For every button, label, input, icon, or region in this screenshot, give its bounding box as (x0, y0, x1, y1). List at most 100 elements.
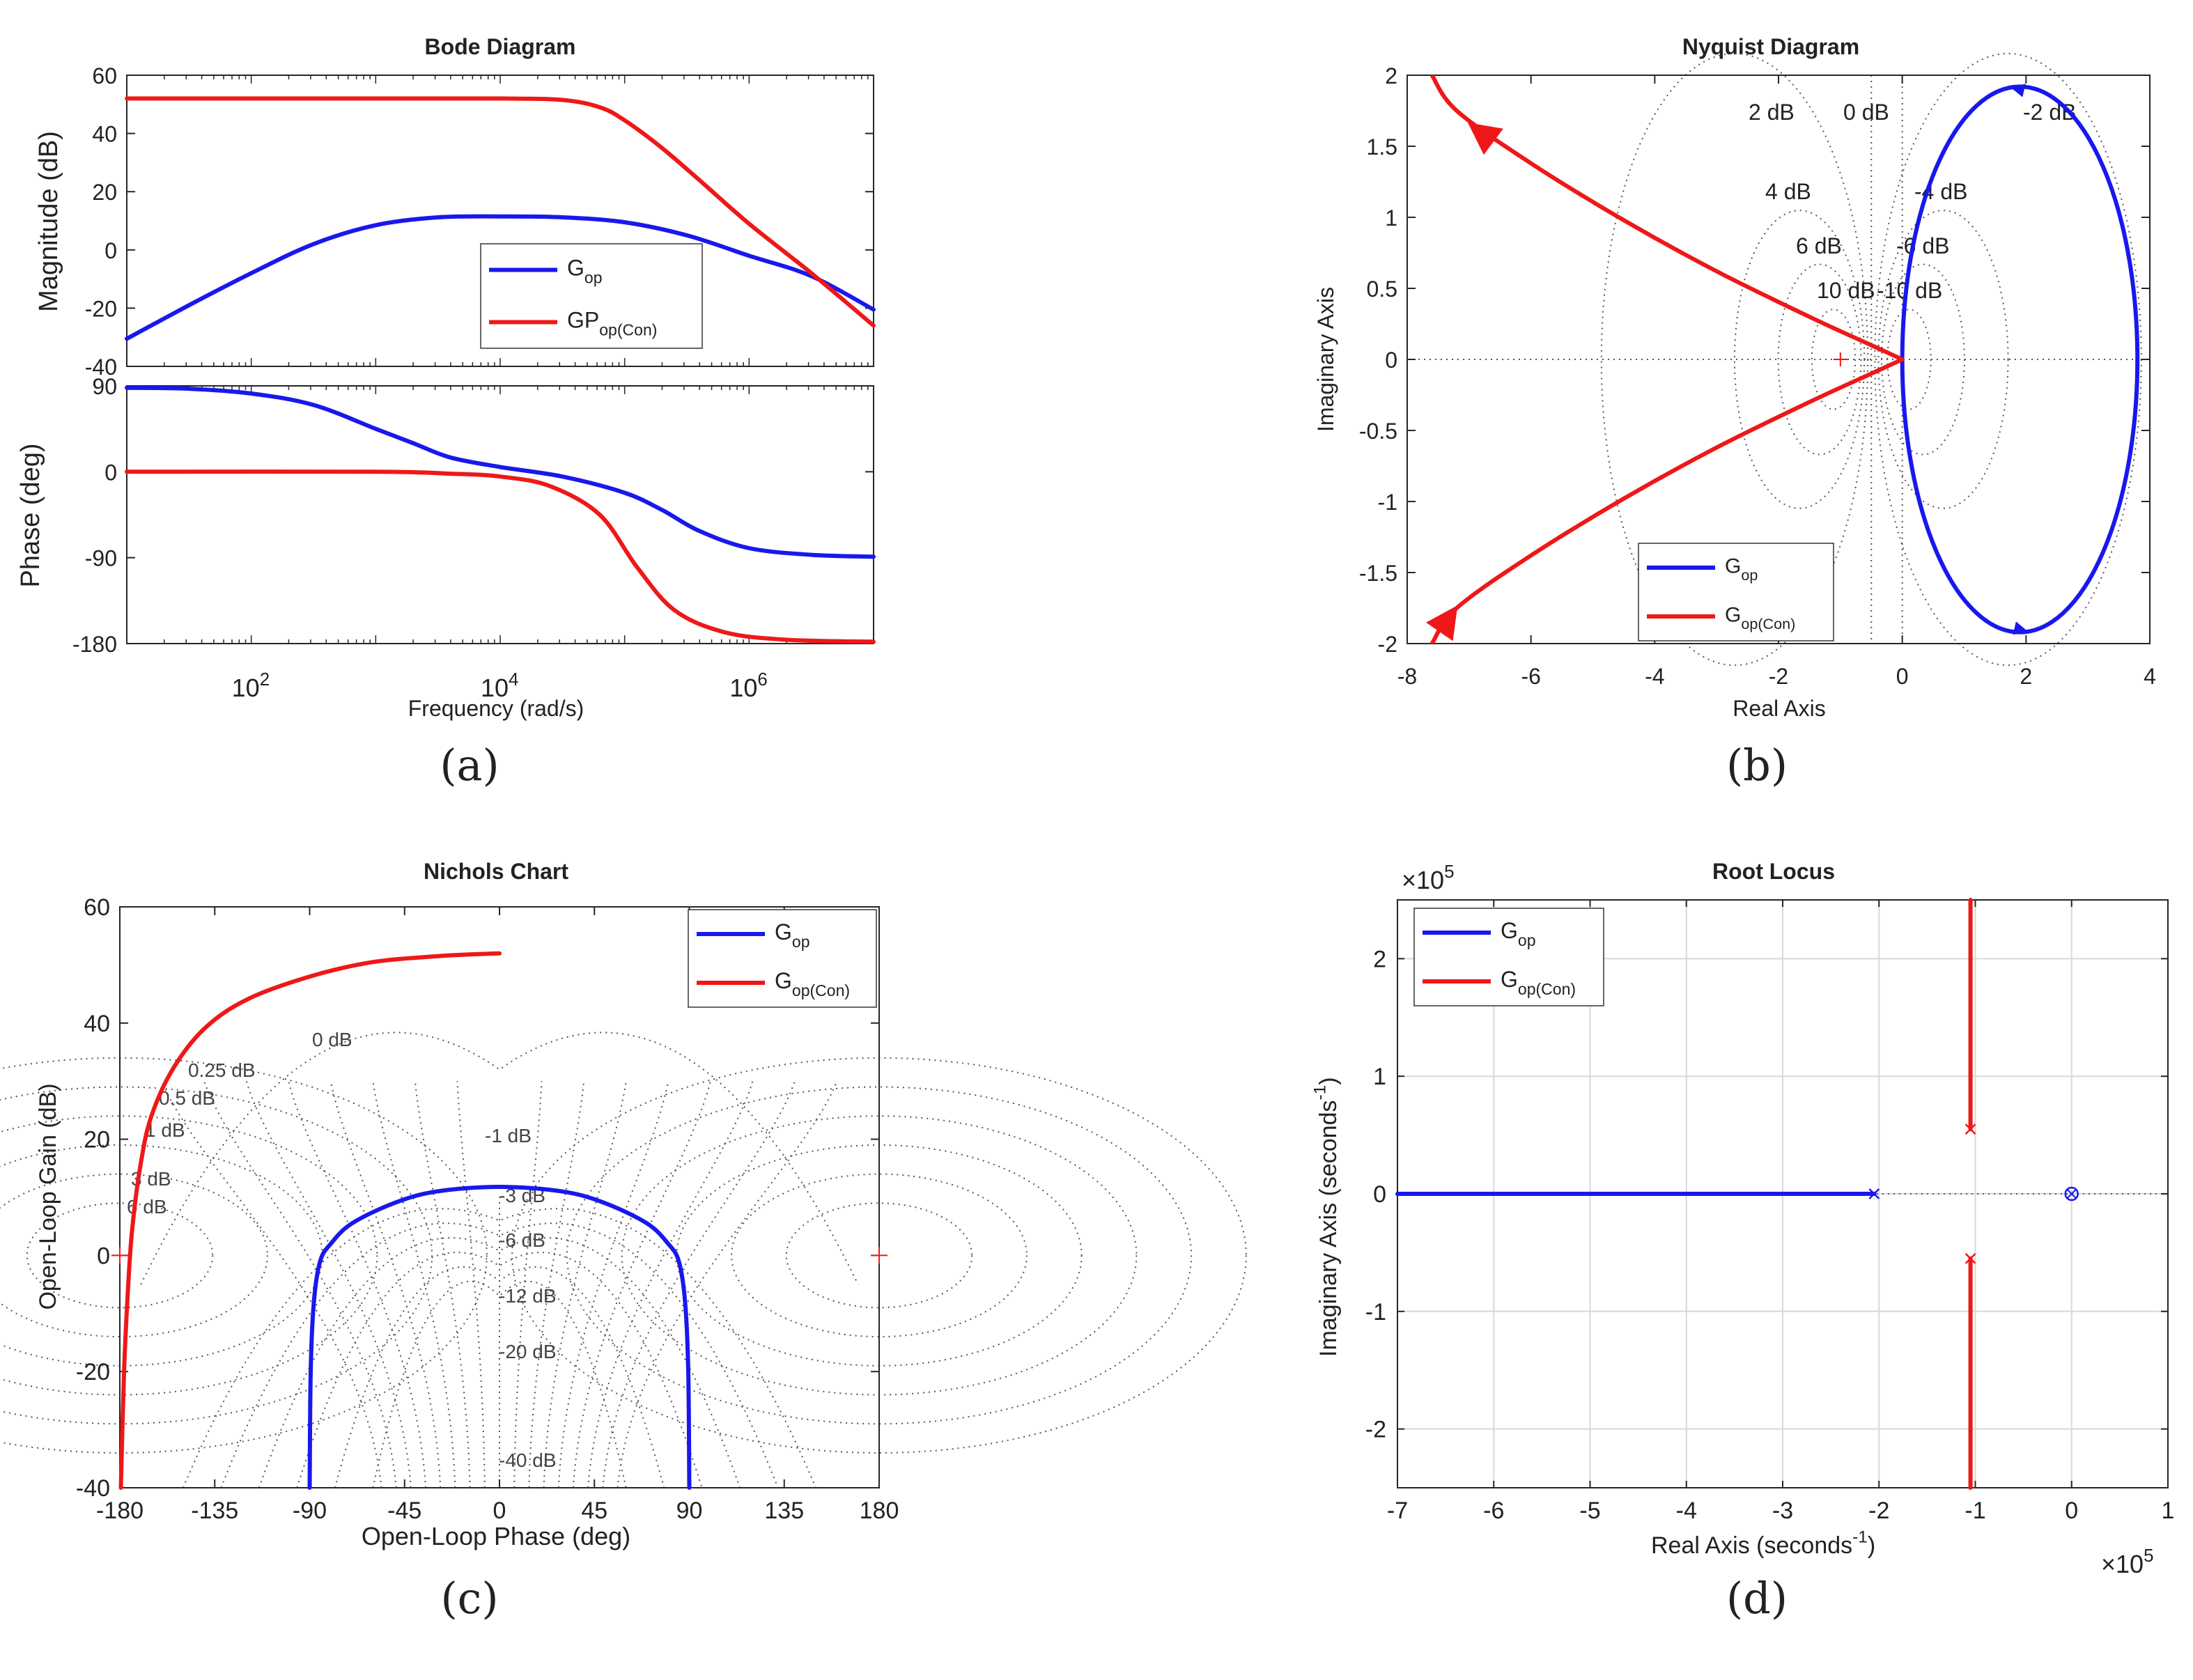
x-tick-label: -1 (1965, 1498, 1985, 1524)
grid-label: 0 dB (1843, 100, 1889, 125)
legend-label-0-main: G (775, 919, 792, 944)
y-tick-label: -20 (76, 1359, 110, 1385)
phase-contour (572, 1080, 711, 1488)
x-tick-label: 104 (481, 670, 518, 702)
phase-contour (245, 1080, 412, 1488)
closed-loop-gain-contour (0, 1173, 268, 1338)
x-tick-label-main: 10 (729, 674, 757, 702)
m-circle (1877, 210, 2009, 509)
phase-series-gop (125, 385, 876, 559)
y-tick-label: -1 (1365, 1299, 1386, 1325)
y-tick-label: 0 (97, 1243, 110, 1269)
nyquist-gop-arrow-bottom (2013, 621, 2028, 635)
closed-loop-gain-contour (785, 1202, 973, 1309)
y-tick-label: -20 (85, 296, 117, 321)
pole-marker (1965, 1252, 1976, 1264)
x-tick-label: -2 (1769, 664, 1788, 689)
x-tick-label: -135 (191, 1498, 238, 1524)
phase-contour (203, 1080, 397, 1488)
legend-label-1-main: GP (567, 308, 599, 333)
legend-label-1-subscript: op(Con) (792, 981, 850, 1000)
legend-label-1: Gop(Con) (1501, 967, 1576, 998)
legend-label-0-main: G (1725, 555, 1741, 578)
y-tick-label: 40 (92, 122, 117, 147)
m-circle (1874, 52, 2142, 667)
grid-label: -20 dB (499, 1341, 557, 1362)
x-tick-label: 45 (581, 1498, 607, 1524)
legend-label-0-subscript: op (1741, 566, 1758, 584)
critical-point-marker (871, 1247, 888, 1264)
y-axis-label: Imaginary Axis (1313, 287, 1338, 432)
x-axis-label-main: Real Axis (seconds (1651, 1532, 1852, 1559)
y-tick-label: 60 (92, 63, 117, 88)
legend-label-0-subscript: op (584, 269, 603, 287)
x-tick-label: 1 (2162, 1498, 2175, 1524)
grid-label: 6 dB (1796, 233, 1842, 258)
legend-label-1-subscript: op(Con) (1518, 980, 1576, 998)
phase-series-gcon (125, 469, 876, 644)
nyquist-gcon-lower (1429, 357, 1905, 644)
y-axis-label-tail: ) (1315, 1077, 1342, 1084)
chart-title: Root Locus (1712, 859, 1835, 884)
x-tick-label: 0 (493, 1498, 506, 1524)
chart-title: Nichols Chart (424, 859, 568, 884)
phase-y-label: Phase (deg) (16, 443, 45, 587)
y-tick-label: 1.5 (1367, 134, 1397, 160)
grid-label: 0.25 dB (188, 1059, 256, 1081)
x-tick-label: -8 (1397, 664, 1417, 689)
y-axis-label-main: Imaginary Axis (seconds (1315, 1100, 1342, 1358)
x-tick-label-superscript: 4 (509, 670, 518, 690)
x-tick-label-main: 10 (232, 674, 260, 702)
phase-contour (617, 1080, 838, 1488)
pole-marker (1965, 1123, 1976, 1135)
grid-label: -40 dB (499, 1449, 557, 1471)
x-tick-label: 180 (860, 1498, 899, 1524)
y-tick-label: -0.5 (1359, 419, 1397, 444)
legend-label-0-main: G (1501, 918, 1518, 943)
x-tick-label: -45 (387, 1498, 421, 1524)
y-tick-label: 20 (84, 1127, 110, 1153)
panel-label: (a) (440, 740, 499, 791)
legend-label-1: Gop(Con) (775, 968, 850, 1000)
legend-label-1-main: G (1725, 604, 1741, 627)
legend-box (1638, 543, 1834, 641)
x-tick-label: 4 (2144, 664, 2156, 689)
grid-label: -10 dB (1877, 278, 1942, 303)
nyquist-gcon-arrow-lower (1425, 605, 1458, 641)
legend-label-1: Gop(Con) (1725, 604, 1795, 633)
x-tick-label: -90 (293, 1498, 327, 1524)
m-circle (1600, 52, 1869, 667)
x-axis-label-superscript: -1 (1852, 1528, 1868, 1547)
m-circle (1811, 309, 1857, 410)
x-tick-label: 106 (729, 670, 767, 702)
y-tick-label: 0 (104, 238, 117, 263)
grid-label: 10 dB (1817, 278, 1875, 303)
m-circle (1733, 210, 1866, 509)
y-tick-label: -40 (76, 1475, 110, 1502)
pole-marker (1868, 1188, 1880, 1199)
x-tick-label: -3 (1772, 1498, 1793, 1524)
grid-label: 1 dB (145, 1119, 185, 1141)
nyquist-gop-arrow-top (2010, 84, 2026, 98)
y-axis-label: Imaginary Axis (seconds-1) (1311, 1077, 1342, 1357)
y-tick-label: 0 (1373, 1181, 1386, 1208)
x-tick-label: -7 (1387, 1498, 1408, 1524)
y-scale-factor-superscript: 5 (1444, 862, 1454, 882)
legend-label-1: GPop(Con) (567, 308, 657, 339)
x-tick-label: 2 (2020, 664, 2032, 689)
x-scale-factor-main: ×10 (2101, 1550, 2144, 1578)
grid-label: 4 dB (1765, 179, 1811, 204)
y-axis-label-superscript: -1 (1311, 1085, 1330, 1100)
x-tick-label-superscript: 6 (757, 670, 767, 690)
x-tick-label: 0 (2065, 1498, 2078, 1524)
x-tick-label: -5 (1579, 1498, 1600, 1524)
y-axis-label: Open-Loop Gain (dB) (35, 1083, 61, 1309)
y-tick-label: 2 (1373, 946, 1386, 972)
grid-label: 2 dB (1749, 100, 1795, 125)
